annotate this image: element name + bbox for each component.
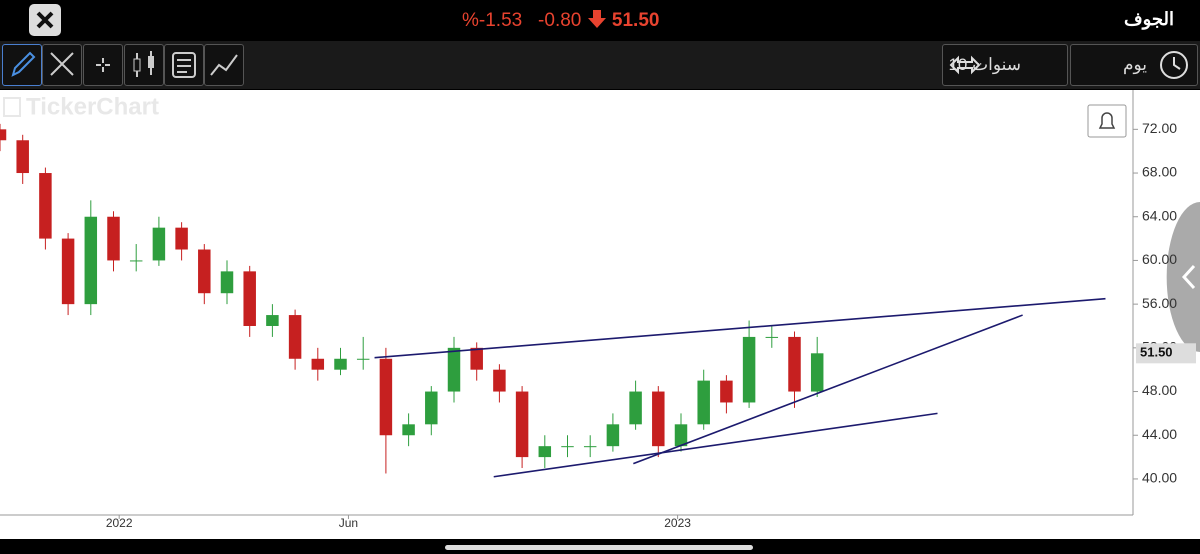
down-arrow — [587, 10, 606, 28]
x-tick-label: 2022 — [106, 516, 133, 530]
trendline — [374, 297, 1106, 359]
candle-body — [129, 260, 143, 262]
x-tick-label: Jun — [339, 516, 358, 530]
y-tick-label: 64.00 — [1142, 207, 1177, 223]
candle-body — [356, 358, 370, 360]
interval-button[interactable]: يوم — [1070, 44, 1198, 86]
trend-icon — [210, 54, 238, 76]
tools-icon — [50, 52, 74, 76]
candle-body — [425, 391, 438, 425]
draw-tool[interactable] — [2, 44, 42, 86]
chart: TickerChart 40.0044.0048.0052.0056.0060.… — [0, 90, 1200, 554]
trendline — [493, 412, 938, 478]
compare-button[interactable] — [204, 44, 244, 86]
toolbar: 10 سنوات يوم — [0, 41, 1200, 89]
change: -0.80 — [538, 10, 582, 31]
candle-body — [0, 129, 7, 141]
candle-body — [515, 391, 529, 458]
candle-body — [152, 227, 166, 261]
candle-body — [447, 347, 461, 392]
candle-body — [493, 369, 506, 392]
chart-background — [0, 90, 1200, 554]
candle-body — [198, 249, 211, 294]
candle-button[interactable] — [124, 44, 164, 86]
side-tab-chevron — [1181, 264, 1196, 290]
candle-body — [697, 380, 710, 425]
trendline — [633, 314, 1023, 465]
y-tick-label: 72.00 — [1142, 120, 1177, 136]
top-bar: %-1.53 -0.80 51.50 الجوف — [0, 0, 1200, 40]
last-price-box — [1136, 343, 1196, 364]
candle-body — [379, 358, 393, 436]
candle-body — [16, 140, 29, 174]
candle-body — [311, 358, 325, 370]
crosshair-icon — [96, 58, 110, 72]
candle-body — [470, 347, 483, 370]
interval-label: يوم — [1122, 55, 1147, 74]
candle-body — [674, 424, 688, 447]
candle-body — [107, 216, 120, 261]
y-tick-label: 48.00 — [1142, 382, 1177, 398]
history-icon — [1160, 51, 1188, 79]
alert-button[interactable] — [1087, 104, 1127, 138]
list-icon — [172, 52, 196, 78]
candle-body — [84, 216, 98, 305]
candle-body — [243, 271, 256, 326]
candle-body — [788, 336, 801, 392]
range-icon — [949, 55, 981, 75]
candle-body — [629, 391, 642, 425]
crosshair-button[interactable] — [83, 44, 123, 86]
pencil-icon — [11, 51, 36, 77]
candle-body — [334, 358, 347, 370]
watermark-icon — [3, 97, 21, 117]
candle-body — [220, 271, 234, 294]
candle-body — [288, 315, 302, 359]
tools-button[interactable] — [42, 44, 82, 86]
last-price-label: 51.50 — [1140, 345, 1173, 360]
candle-body — [266, 315, 279, 326]
candle-body — [402, 424, 415, 436]
price: 51.50 — [611, 10, 660, 31]
candle-body — [742, 336, 756, 403]
candle-body — [61, 238, 75, 305]
candle-body — [583, 446, 597, 448]
period-button[interactable]: 10 سنوات — [942, 44, 1068, 86]
close-icon — [36, 11, 54, 29]
y-tick-label: 40.00 — [1142, 470, 1177, 486]
home-indicator — [445, 545, 753, 550]
watermark: TickerChart — [26, 93, 159, 120]
candle-body — [652, 391, 665, 447]
change-percent: %-1.53 — [462, 10, 523, 31]
y-tick-label: 68.00 — [1142, 164, 1177, 180]
symbol-title: الجوف — [1123, 9, 1174, 29]
candle-body — [561, 446, 574, 448]
indicators-button[interactable] — [164, 44, 204, 86]
candle-body — [175, 227, 188, 250]
x-tick-label: 2023 — [664, 516, 691, 530]
candle-body — [810, 353, 824, 392]
y-tick-label: 56.00 — [1142, 295, 1177, 311]
close-button[interactable] — [29, 4, 61, 36]
quote: %-1.53 -0.80 51.50 — [462, 9, 659, 32]
candle-body — [765, 336, 779, 338]
candle-icon — [133, 51, 154, 77]
candle-body — [606, 424, 620, 447]
candle-body — [538, 446, 552, 458]
candle-body — [39, 173, 52, 239]
y-tick-label: 60.00 — [1142, 251, 1177, 267]
period-label: 10 سنوات — [948, 55, 1021, 74]
candle-body — [720, 380, 733, 403]
y-tick-label: 44.00 — [1142, 426, 1177, 442]
